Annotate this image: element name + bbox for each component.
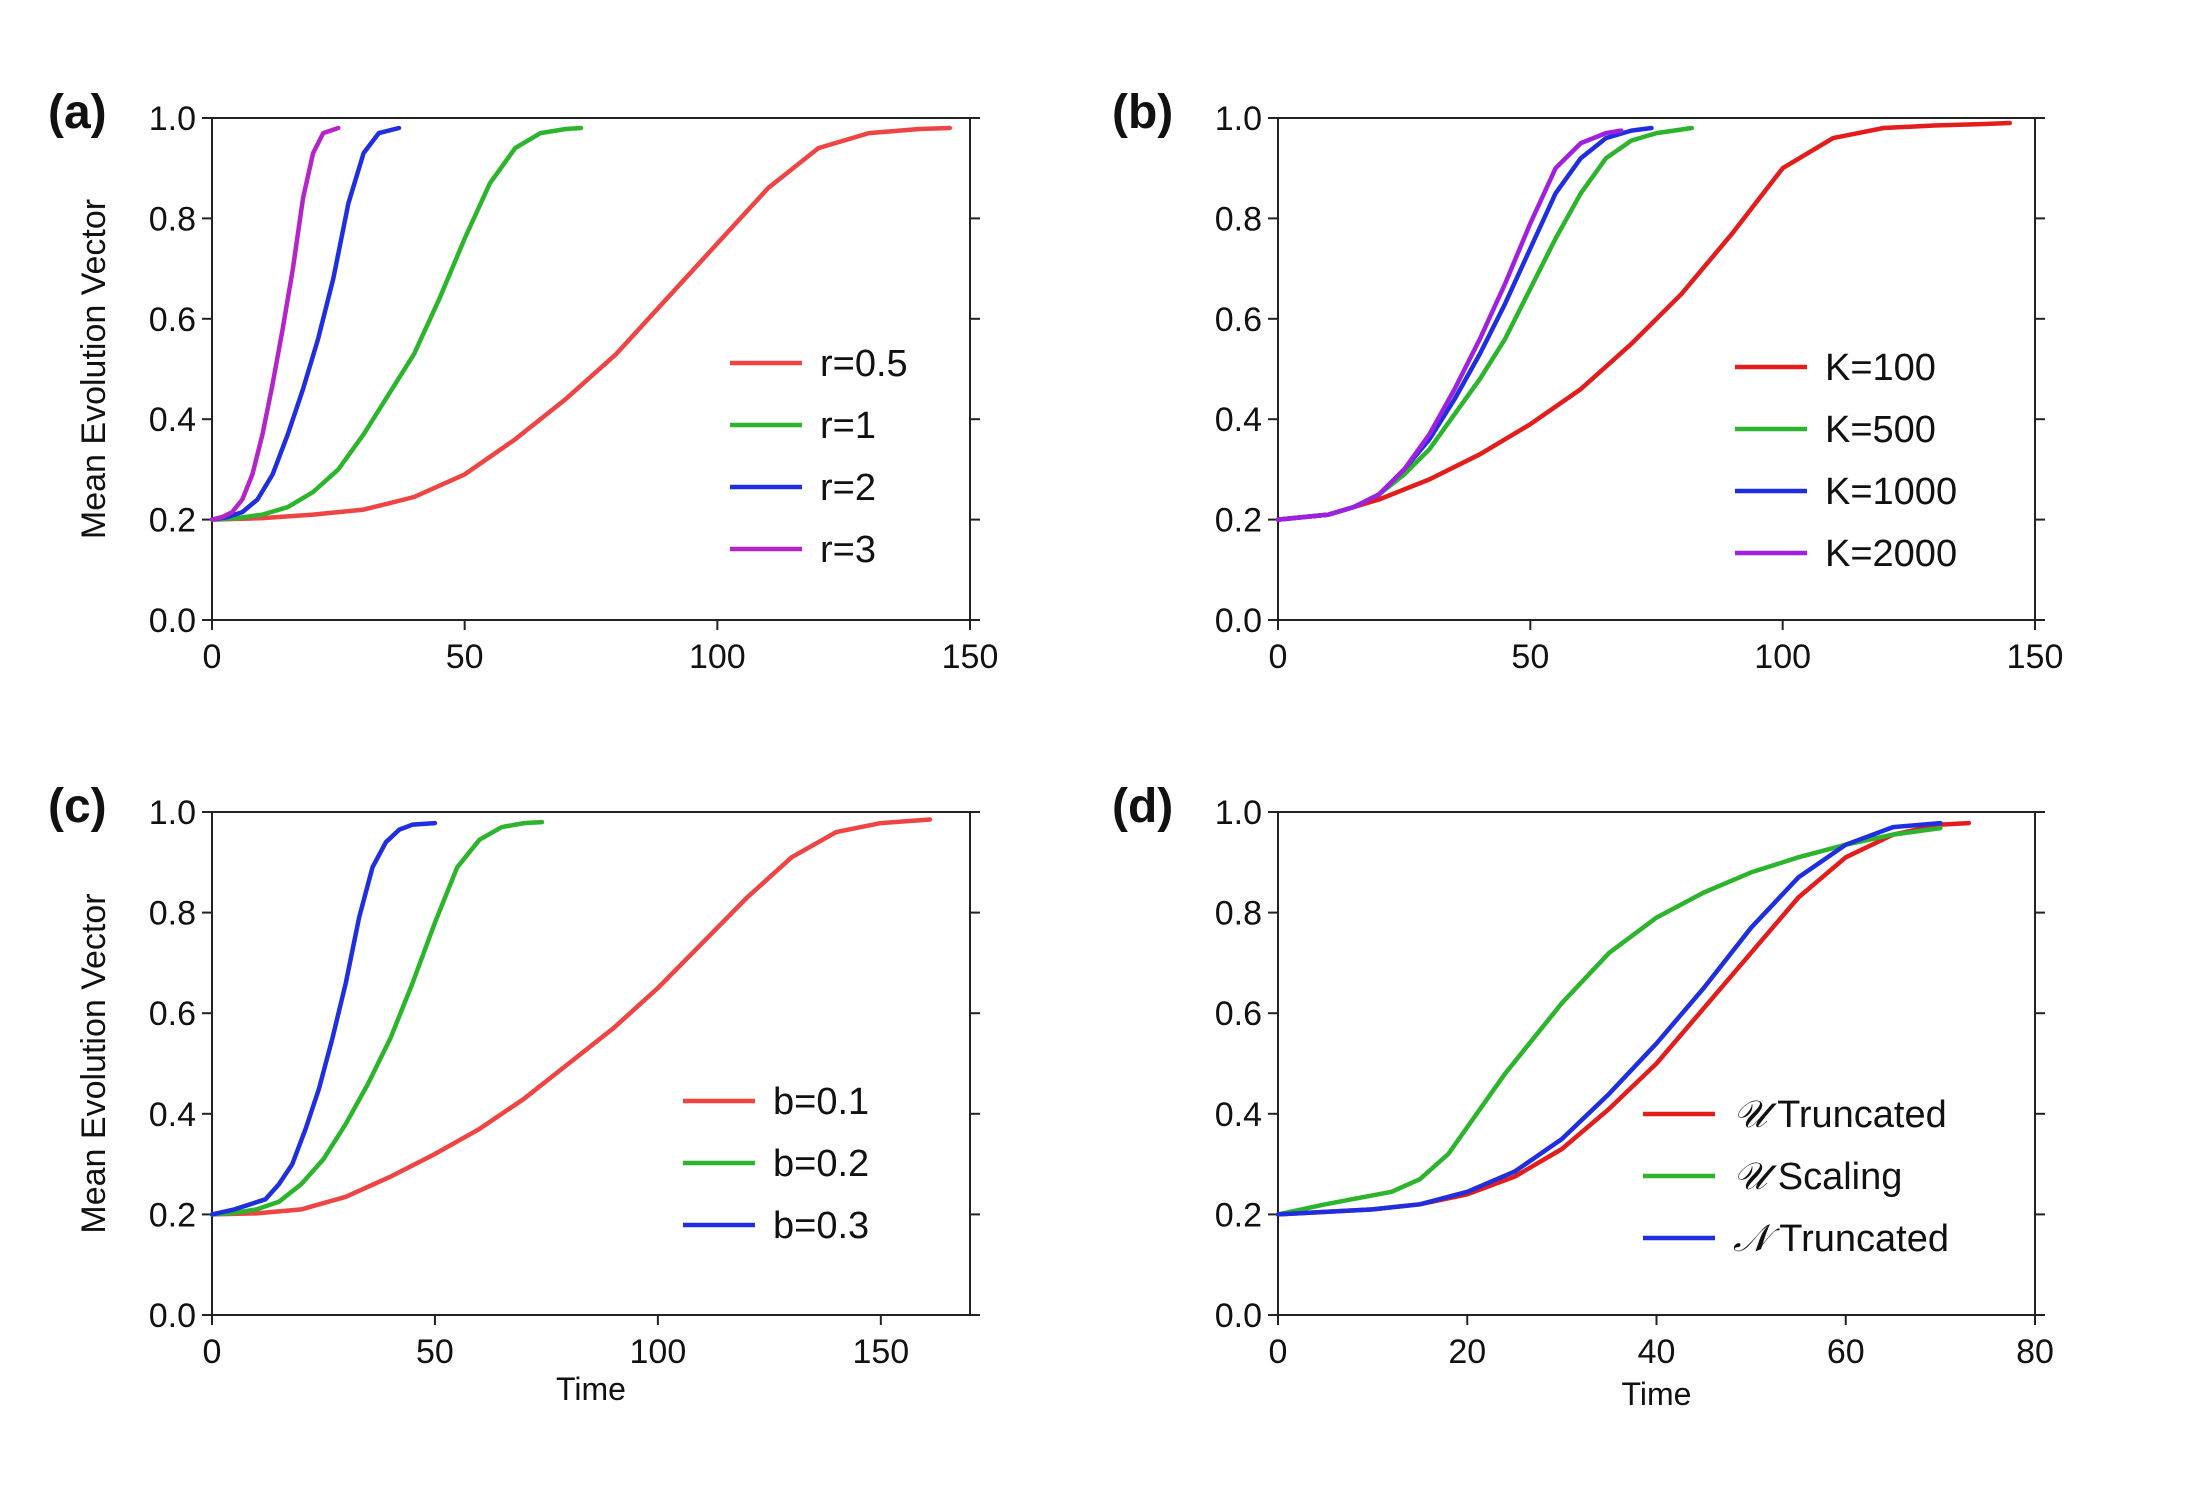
- series-line-3: [209, 125, 341, 522]
- series-line-1: [209, 125, 584, 522]
- y-tick-label: 0.0: [149, 602, 196, 640]
- x-tick-label: 20: [1448, 1333, 1486, 1371]
- y-tick-label: 0.8: [1215, 895, 1262, 933]
- legend-label: K=100: [1825, 347, 1936, 389]
- plot-frame: [211, 117, 971, 621]
- legend-label: r=2: [820, 467, 876, 509]
- legend: r=0.5 r=1 r=2 r=3: [730, 343, 908, 571]
- y-tick-label: 1.0: [149, 100, 196, 138]
- x-tick-label: 150: [2007, 638, 2064, 676]
- x-tick-label: 0: [1269, 1333, 1288, 1371]
- panel-d: 0.0 0.2 0.4 0.6 0.8 1.0 0 20 40 60 80 (d) Time 𝒰 Trun…: [1112, 780, 2054, 1412]
- legend: 𝒰 Truncated 𝒰 Scaling 𝒩 Truncated: [1643, 1092, 1949, 1260]
- y-tick-label: 0.6: [149, 995, 196, 1033]
- legend-text: Truncated: [1767, 1094, 1947, 1136]
- legend-label: 𝒰 Truncated: [1733, 1092, 1947, 1136]
- panel-label: (b): [1112, 86, 1173, 139]
- y-tick-label: 0.6: [1215, 301, 1262, 339]
- legend-label: r=3: [820, 529, 876, 571]
- panel-a: 0.0 0.2 0.4 0.6 0.8 1.0 0 50 100 150 (a) Mean Evolu…: [48, 86, 998, 676]
- x-tick-label: 0: [203, 1333, 222, 1371]
- panel-b: 0.0 0.2 0.4 0.6 0.8 1.0 0 50 100 150 (b) K=100 K=500…: [1112, 86, 2063, 676]
- x-tick-label: 100: [689, 638, 746, 676]
- plot-frame: [211, 811, 971, 1316]
- x-tick-label: 150: [852, 1333, 909, 1371]
- legend-text: Truncated: [1769, 1218, 1949, 1260]
- y-tick-label: 1.0: [149, 794, 196, 832]
- x-tick-label: 50: [416, 1333, 454, 1371]
- x-tick-label: 60: [1827, 1333, 1865, 1371]
- legend-label: 𝒩 Truncated: [1733, 1216, 1949, 1260]
- x-tick-label: 150: [942, 638, 999, 676]
- panel-c: 0.0 0.2 0.4 0.6 0.8 1.0 0 50 100 150 (c) Mean Evolu…: [48, 780, 980, 1407]
- legend-label: K=1000: [1825, 471, 1957, 513]
- x-tick-label: 50: [1511, 638, 1549, 676]
- x-tick-label: 40: [1638, 1333, 1676, 1371]
- y-tick-label: 0.4: [1215, 1096, 1262, 1134]
- x-axis-title: Time: [556, 1371, 626, 1407]
- y-tick-label: 0.0: [149, 1297, 196, 1335]
- y-tick-label: 1.0: [1215, 794, 1262, 832]
- legend-label: b=0.1: [773, 1081, 869, 1123]
- y-tick-label: 0.4: [1215, 401, 1262, 439]
- panel-label: (c): [48, 780, 107, 833]
- legend-label: r=1: [820, 405, 876, 447]
- y-tick-label: 0.6: [1215, 995, 1262, 1033]
- legend-label: K=2000: [1825, 533, 1957, 575]
- y-tick-label: 0.0: [1215, 602, 1262, 640]
- plot-frame: [1277, 117, 2036, 621]
- x-tick-label: 50: [446, 638, 484, 676]
- legend-text: Scaling: [1767, 1156, 1902, 1198]
- y-tick-label: 0.8: [149, 200, 196, 238]
- x-tick-label: 100: [630, 1333, 687, 1371]
- x-tick-label: 0: [203, 638, 222, 676]
- legend-label: b=0.3: [773, 1205, 869, 1247]
- y-tick-label: 0.2: [149, 1196, 196, 1234]
- x-axis-title: Time: [1622, 1376, 1692, 1412]
- legend-label: b=0.2: [773, 1143, 869, 1185]
- series-line-1: [209, 819, 545, 1217]
- series-line-2: [1275, 820, 1943, 1217]
- y-tick-label: 1.0: [1215, 100, 1262, 138]
- y-axis-title: Mean Evolution Vector: [75, 199, 113, 539]
- series-line-3: [1275, 128, 1624, 522]
- x-tick-label: 80: [2016, 1333, 2054, 1371]
- x-tick-label: 100: [1754, 638, 1811, 676]
- y-tick-label: 0.8: [149, 895, 196, 933]
- y-tick-label: 0.2: [1215, 502, 1262, 540]
- y-tick-label: 0.8: [1215, 200, 1262, 238]
- y-tick-label: 0.0: [1215, 1297, 1262, 1335]
- legend-label: r=0.5: [820, 343, 908, 385]
- y-tick-label: 0.4: [149, 401, 196, 439]
- legend: b=0.1 b=0.2 b=0.3: [683, 1081, 869, 1247]
- y-tick-label: 0.2: [1215, 1196, 1262, 1234]
- legend: K=100 K=500 K=1000 K=2000: [1735, 347, 1957, 575]
- legend-label: K=500: [1825, 409, 1936, 451]
- x-tick-label: 0: [1269, 638, 1288, 676]
- y-axis-title: Mean Evolution Vector: [75, 893, 113, 1233]
- y-tick-label: 0.4: [149, 1096, 196, 1134]
- panel-label: (d): [1112, 780, 1173, 833]
- y-tick-label: 0.6: [149, 301, 196, 339]
- series-line-0: [209, 125, 953, 522]
- series-line-0: [1275, 120, 2013, 522]
- legend-label: 𝒰 Scaling: [1733, 1154, 1902, 1198]
- panel-label: (a): [48, 86, 107, 139]
- y-tick-label: 0.2: [149, 502, 196, 540]
